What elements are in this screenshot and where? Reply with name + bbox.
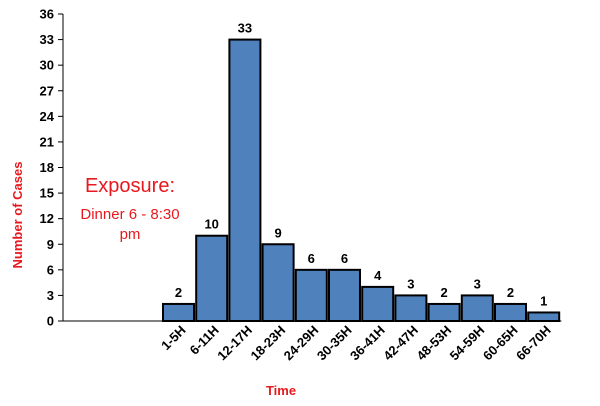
bar-value-label: 6 xyxy=(308,251,315,266)
bar-value-label: 33 xyxy=(238,21,252,36)
bar-value-label: 3 xyxy=(474,276,481,291)
x-tick-labels: 1-5H6-11H12-17H18-23H24-29H30-35H36-41H4… xyxy=(158,323,554,364)
x-axis-title: Time xyxy=(266,383,296,398)
bar xyxy=(429,304,460,321)
bar xyxy=(163,304,194,321)
exposure-heading: Exposure: xyxy=(85,175,175,197)
y-tick-label: 21 xyxy=(40,134,54,149)
x-tick-label: 42-47H xyxy=(380,323,421,364)
x-tick-label: 24-29H xyxy=(281,323,322,364)
x-tick-label: 54-59H xyxy=(447,323,488,364)
bar-value-label: 6 xyxy=(341,251,348,266)
bar xyxy=(462,295,493,321)
bar-value-label: 1 xyxy=(540,293,547,308)
y-tick-label: 33 xyxy=(40,32,54,47)
exposure-time-line2: pm xyxy=(120,226,141,243)
bar xyxy=(263,244,294,321)
y-axis-title: Number of Cases xyxy=(10,162,25,269)
exposure-annotation: Exposure: Dinner 6 - 8:30 pm xyxy=(80,175,179,243)
x-tick-label: 18-23H xyxy=(247,323,288,364)
x-tick-label: 66-70H xyxy=(513,323,554,364)
y-tick-label: 36 xyxy=(40,7,54,22)
x-tick-label: 1-5H xyxy=(158,323,189,354)
x-tick-label: 48-53H xyxy=(413,323,454,364)
y-tick-label: 15 xyxy=(40,186,54,201)
bar-value-label: 2 xyxy=(440,285,447,300)
y-tick-label: 3 xyxy=(47,288,54,303)
x-tick-label: 36-41H xyxy=(347,323,388,364)
y-tick-label: 6 xyxy=(47,262,54,277)
x-tick-label: 30-35H xyxy=(314,323,355,364)
bar xyxy=(495,304,526,321)
y-tick-label: 0 xyxy=(47,314,54,329)
bar xyxy=(395,295,426,321)
bar-value-label: 10 xyxy=(204,217,218,232)
bar-value-label: 4 xyxy=(374,268,382,283)
y-tick-label: 9 xyxy=(47,237,54,252)
bar xyxy=(196,236,227,321)
exposure-time-line1: Dinner 6 - 8:30 xyxy=(80,206,179,223)
y-tick-label: 27 xyxy=(40,83,54,98)
bar xyxy=(229,40,260,321)
y-tick-label: 12 xyxy=(40,211,54,226)
bar-value-label: 2 xyxy=(507,285,514,300)
x-axis: 1-5H6-11H12-17H18-23H24-29H30-35H36-41H4… xyxy=(63,321,561,363)
x-tick-label: 12-17H xyxy=(214,323,255,364)
bar-value-label: 3 xyxy=(407,276,414,291)
bar-value-label: 2 xyxy=(175,285,182,300)
y-tick-label: 30 xyxy=(40,58,54,73)
bars xyxy=(163,40,559,321)
bar-value-label: 9 xyxy=(274,225,281,240)
x-tick-label: 60-65H xyxy=(480,323,521,364)
y-tick-label: 18 xyxy=(40,160,54,175)
bar xyxy=(329,270,360,321)
bar xyxy=(528,312,559,321)
bar xyxy=(362,287,393,321)
bar xyxy=(296,270,327,321)
y-tick-label: 24 xyxy=(40,109,55,124)
